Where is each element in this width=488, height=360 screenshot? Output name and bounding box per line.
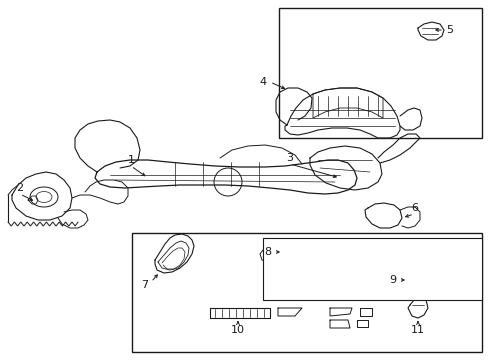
Bar: [279, 8, 481, 138]
Text: 10: 10: [230, 325, 244, 335]
Text: 8: 8: [264, 247, 271, 257]
Bar: [263, 238, 481, 300]
Bar: [132, 233, 481, 352]
Text: 7: 7: [141, 280, 148, 290]
Text: 3: 3: [286, 153, 293, 163]
Text: 2: 2: [17, 183, 23, 193]
Text: 9: 9: [388, 275, 396, 285]
Text: 5: 5: [446, 25, 452, 35]
Text: 11: 11: [410, 325, 424, 335]
Text: 1: 1: [127, 155, 134, 165]
Text: 4: 4: [259, 77, 266, 87]
Text: 6: 6: [411, 203, 418, 213]
